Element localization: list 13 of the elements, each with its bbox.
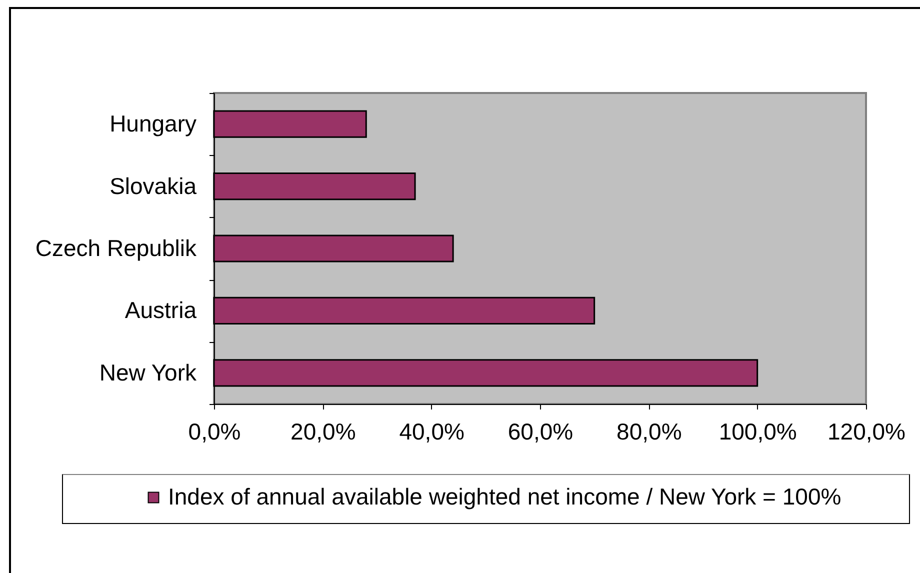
y-tick-label: New York bbox=[99, 359, 197, 386]
x-tick-label: 40,0% bbox=[399, 418, 464, 444]
y-tick-label: Slovakia bbox=[110, 172, 197, 199]
y-tick-label: Hungary bbox=[110, 110, 197, 137]
x-tick-label: 0,0% bbox=[188, 418, 241, 444]
legend-label: Index of annual available weighted net income / New York = 100% bbox=[168, 484, 842, 510]
x-tick-label: 60,0% bbox=[508, 418, 574, 444]
y-tick-label: Czech Republik bbox=[35, 235, 197, 261]
x-tick-label: 120,0% bbox=[827, 418, 906, 444]
y-tick-label: Austria bbox=[124, 297, 197, 324]
x-tick-label: 80,0% bbox=[616, 418, 682, 444]
x-tick-label: 100,0% bbox=[718, 418, 797, 444]
x-tick-label: 20,0% bbox=[290, 418, 356, 444]
